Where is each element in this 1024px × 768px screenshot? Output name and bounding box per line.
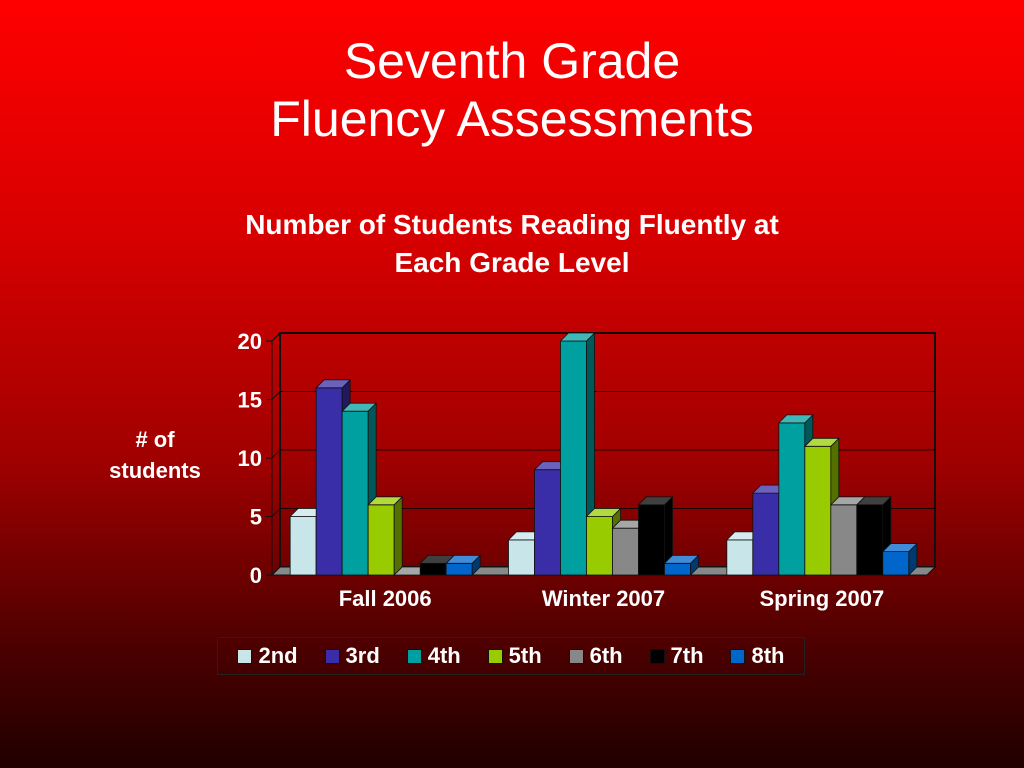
bar-top — [777, 414, 814, 424]
slide-title: Seventh Grade Fluency Assessments — [0, 32, 1024, 148]
gridline-side — [271, 566, 281, 576]
bar — [445, 554, 482, 576]
bar — [367, 495, 404, 576]
bar-front — [804, 445, 832, 576]
bar-front — [315, 387, 343, 576]
bar-top — [367, 496, 404, 506]
legend-swatch — [649, 648, 665, 664]
bar — [881, 542, 918, 576]
legend-swatch — [406, 648, 422, 664]
bar-front — [508, 539, 535, 576]
legend-item: 2nd — [237, 643, 298, 669]
legend-swatch — [568, 648, 584, 664]
y-tick-label: 0 — [250, 563, 262, 588]
x-category-label: Winter 2007 — [542, 586, 665, 611]
bar-top — [585, 508, 622, 517]
legend-item: 7th — [649, 643, 704, 669]
bar-front — [445, 562, 473, 576]
bar-front — [664, 562, 691, 576]
bar-front — [341, 410, 369, 576]
legend-item: 6th — [568, 643, 623, 669]
legend-label: 6th — [589, 643, 623, 668]
x-category-label: Spring 2007 — [759, 586, 884, 611]
bar — [663, 554, 700, 576]
chart-title-line2: Each Grade Level — [394, 247, 630, 278]
bar-top — [637, 496, 674, 506]
bar — [637, 495, 674, 576]
bar-side — [393, 495, 403, 576]
legend-label: 3rd — [345, 643, 380, 668]
bar-front — [830, 504, 858, 576]
bar-top — [881, 543, 918, 552]
bar-front — [289, 516, 317, 576]
legend-swatch — [237, 648, 253, 664]
bar-front — [752, 492, 780, 576]
legend-item: 3rd — [324, 643, 380, 669]
bar-top — [445, 554, 482, 564]
bar-top — [559, 332, 596, 342]
y-tick-label: 10 — [238, 446, 262, 471]
bar-top — [803, 437, 840, 447]
y-tick-label: 20 — [238, 329, 262, 354]
y-tick-label: 5 — [250, 505, 262, 530]
gridline-side — [271, 508, 281, 517]
bar-top — [341, 402, 378, 412]
legend-item: 8th — [730, 643, 784, 669]
legend-swatch — [730, 648, 746, 664]
chart-legend: 2nd 3rd 4th 5th 6th 7th 8th — [217, 637, 805, 675]
legend-label: 7th — [670, 643, 704, 668]
y-tick-label: 15 — [238, 388, 262, 413]
legend-label: 5th — [508, 643, 542, 668]
bar-front — [778, 422, 806, 576]
legend-label: 4th — [427, 643, 461, 668]
y-axis-label: # of students — [90, 424, 220, 486]
bar-front — [560, 340, 587, 576]
slide-title-line1: Seventh Grade — [343, 33, 681, 89]
plot-edge — [271, 332, 281, 342]
gridline-side — [271, 449, 281, 459]
legend-swatch — [324, 648, 340, 664]
slide-title-line2: Fluency Assessments — [270, 91, 754, 147]
x-category-label: Fall 2006 — [339, 586, 432, 611]
gridline-side — [271, 391, 281, 400]
bar-top — [855, 496, 892, 506]
bar-front — [367, 504, 395, 576]
legend-label: 8th — [751, 643, 785, 668]
bar — [341, 402, 378, 576]
bar-front — [638, 504, 665, 576]
legend-item: 5th — [487, 643, 542, 669]
bar-top — [663, 554, 700, 564]
bar-front — [586, 516, 613, 576]
bar-front — [882, 551, 910, 576]
bar-front — [612, 527, 639, 576]
bar-top — [315, 379, 352, 389]
bar — [803, 437, 840, 576]
chart-title: Number of Students Reading Fluently at E… — [0, 206, 1024, 282]
legend-item: 4th — [406, 643, 461, 669]
y-axis-label-line2: students — [109, 458, 201, 483]
chart-title-line1: Number of Students Reading Fluently at — [245, 209, 779, 240]
bar-front — [856, 504, 884, 576]
legend-swatch — [487, 648, 503, 664]
legend-label: 2nd — [258, 643, 298, 668]
bar-front — [419, 562, 447, 576]
y-axis-label-line1: # of — [135, 427, 175, 452]
bar-front — [726, 539, 754, 576]
bar-front — [534, 469, 561, 576]
